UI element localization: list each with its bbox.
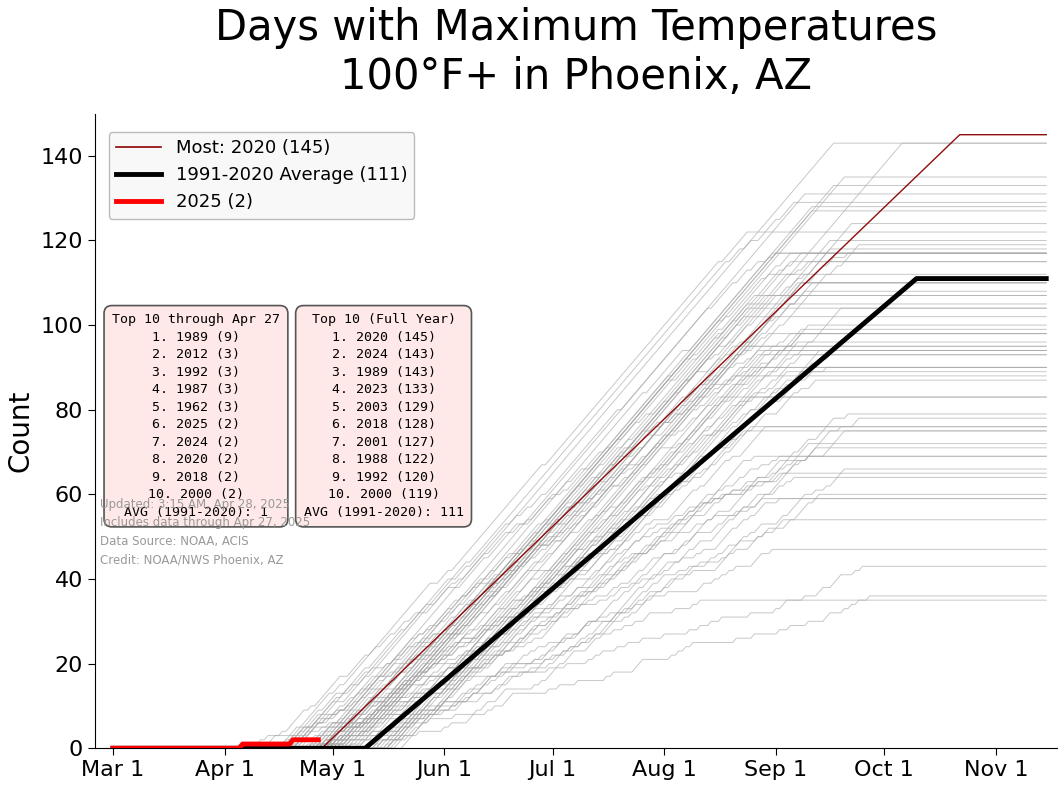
Text: Top 10 (Full Year)
1. 2020 (145)
2. 2024 (143)
3. 1989 (143)
4. 2023 (133)
5. 20: Top 10 (Full Year) 1. 2020 (145) 2. 2024… bbox=[303, 313, 464, 519]
Text: Updated: 3:15 AM, Apr 28, 2025
Includes data through Apr 27, 2025
Data Source: N: Updated: 3:15 AM, Apr 28, 2025 Includes … bbox=[100, 497, 310, 566]
Y-axis label: Count: Count bbox=[7, 390, 35, 472]
Legend: Most: 2020 (145), 1991-2020 Average (111), 2025 (2): Most: 2020 (145), 1991-2020 Average (111… bbox=[109, 132, 414, 219]
Text: Top 10 through Apr 27
1. 1989 (9)
2. 2012 (3)
3. 1992 (3)
4. 1987 (3)
5. 1962 (3: Top 10 through Apr 27 1. 1989 (9) 2. 201… bbox=[112, 313, 280, 519]
Title: Days with Maximum Temperatures
100°F+ in Phoenix, AZ: Days with Maximum Temperatures 100°F+ in… bbox=[215, 7, 937, 98]
